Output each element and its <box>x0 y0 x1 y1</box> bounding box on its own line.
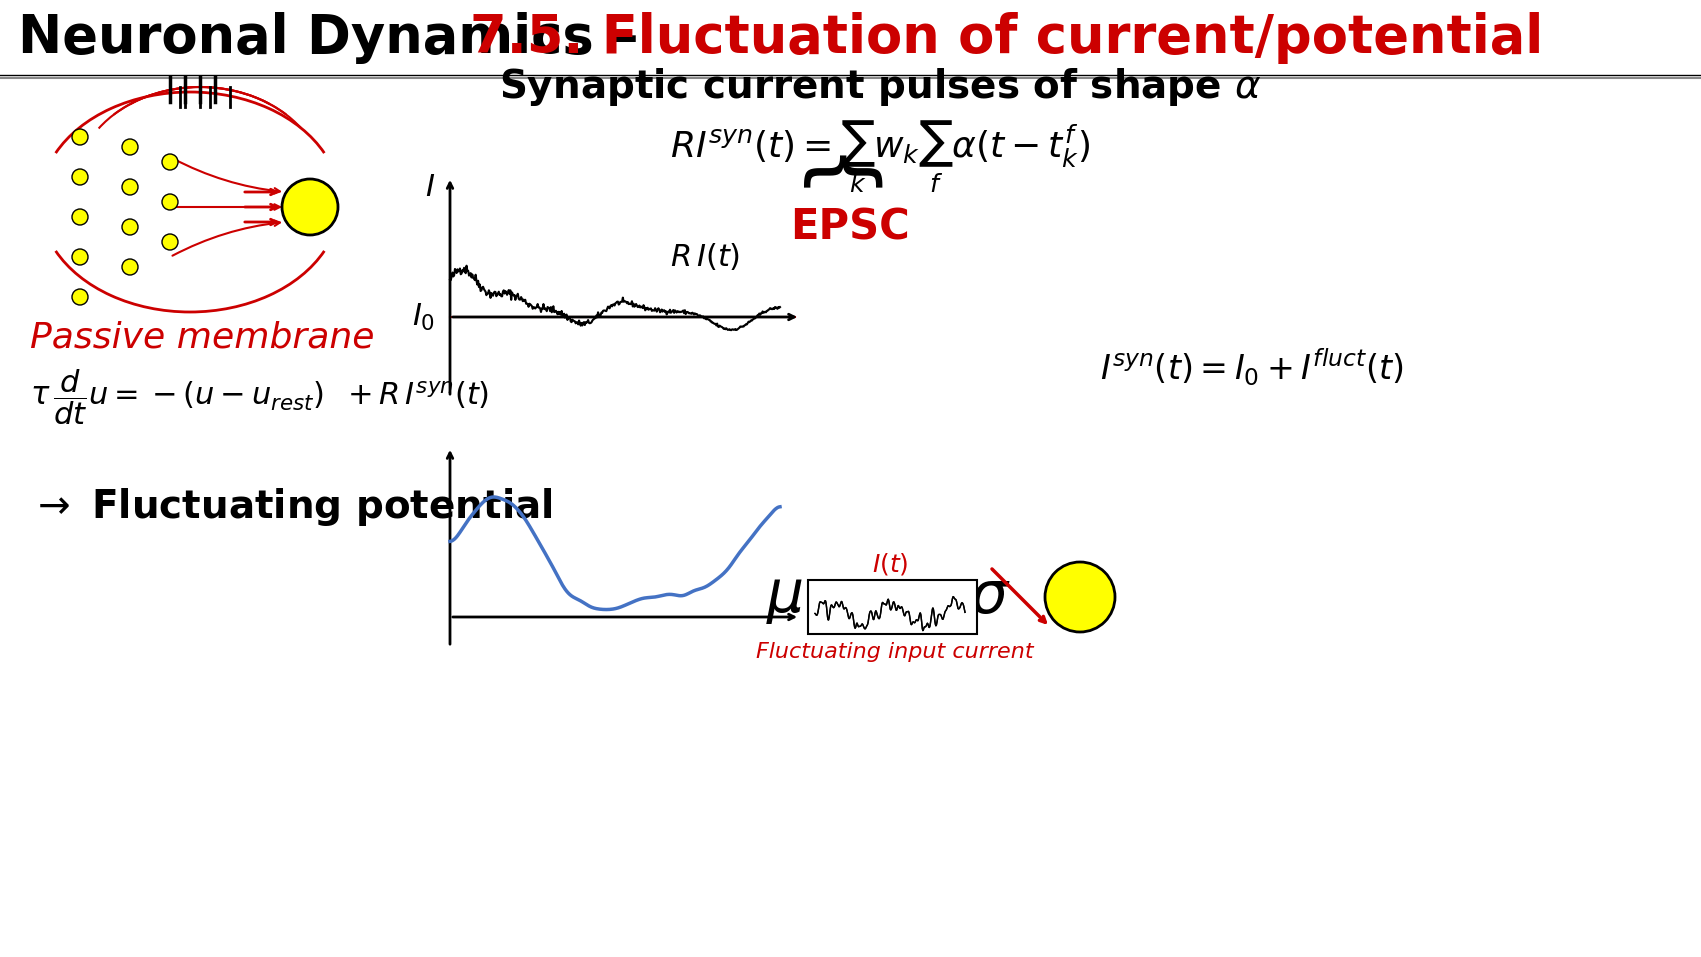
Text: Synaptic current pulses of shape $\alpha$: Synaptic current pulses of shape $\alpha… <box>498 66 1262 108</box>
Circle shape <box>162 194 179 210</box>
Text: }: } <box>794 134 876 187</box>
Text: Neuronal Dynamics –: Neuronal Dynamics – <box>19 12 657 64</box>
Circle shape <box>162 154 179 170</box>
Text: $I_0$: $I_0$ <box>412 301 435 332</box>
Circle shape <box>122 259 138 275</box>
Text: $\sigma$: $\sigma$ <box>970 568 1010 626</box>
Text: EPSC: EPSC <box>791 206 910 248</box>
Circle shape <box>122 179 138 195</box>
Circle shape <box>71 289 88 305</box>
Circle shape <box>282 179 338 235</box>
Circle shape <box>122 139 138 155</box>
Circle shape <box>71 129 88 145</box>
Circle shape <box>162 234 179 250</box>
Text: Passive membrane: Passive membrane <box>31 320 374 354</box>
Text: $R\,I(t)$: $R\,I(t)$ <box>670 241 740 273</box>
Circle shape <box>71 169 88 185</box>
Circle shape <box>1044 562 1114 632</box>
Circle shape <box>71 209 88 225</box>
Text: 7.5. Fluctuation of current/potential: 7.5. Fluctuation of current/potential <box>469 12 1543 64</box>
Text: $\rightarrow$ Fluctuating potential: $\rightarrow$ Fluctuating potential <box>31 486 553 528</box>
Circle shape <box>122 219 138 235</box>
Text: $I(t)$: $I(t)$ <box>871 551 908 577</box>
Circle shape <box>71 249 88 265</box>
Text: Fluctuating input current: Fluctuating input current <box>757 642 1034 662</box>
Text: $\mu$: $\mu$ <box>767 568 803 626</box>
Text: $I$: $I$ <box>425 172 435 202</box>
Text: $I^{syn}(t) = I_0 + I^{fluct}(t)$: $I^{syn}(t) = I_0 + I^{fluct}(t)$ <box>1101 346 1403 388</box>
Text: $RI^{syn}(t) = \sum_k w_k \sum_f \alpha(t - t_k^f)$: $RI^{syn}(t) = \sum_k w_k \sum_f \alpha(… <box>670 119 1090 195</box>
FancyBboxPatch shape <box>808 580 976 634</box>
Text: $\tau \, \dfrac{d}{dt} u = -(u-u_{rest}) \;\; + R\,I^{syn}(t)$: $\tau \, \dfrac{d}{dt} u = -(u-u_{rest})… <box>31 367 490 427</box>
